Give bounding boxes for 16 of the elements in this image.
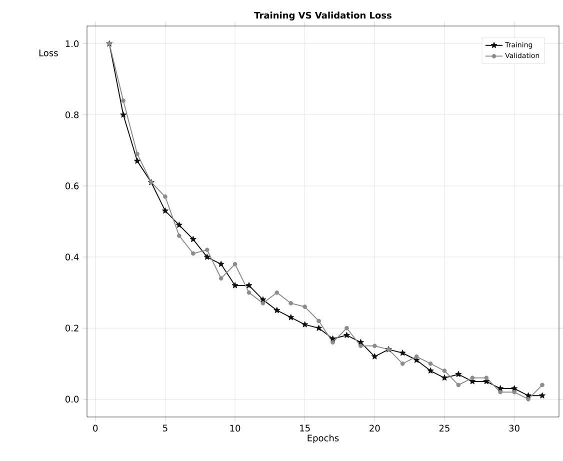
x-axis-title: Epochs [308,434,339,444]
y-tick-label: 0.4 [65,254,79,260]
x-tick-label: 30 [509,424,520,432]
y-tick-label: 0.6 [65,182,79,190]
x-tick-label: 5 [163,424,168,432]
chart-title: Training VS Validation Loss [254,12,392,20]
x-tick-label: 10 [230,424,240,432]
y-axis-title: Loss [39,50,58,56]
y-tick-label: 0.8 [65,111,79,118]
x-tick-label: 0 [93,424,98,432]
x-tick-label: 20 [370,424,380,432]
y-tick-label: 0.0 [65,396,79,403]
y-tick-label: 1.0 [66,40,79,48]
x-tick-label: 15 [300,424,310,432]
x-tick-label: 25 [439,424,450,432]
y-tick-label: 0.2 [65,324,78,332]
